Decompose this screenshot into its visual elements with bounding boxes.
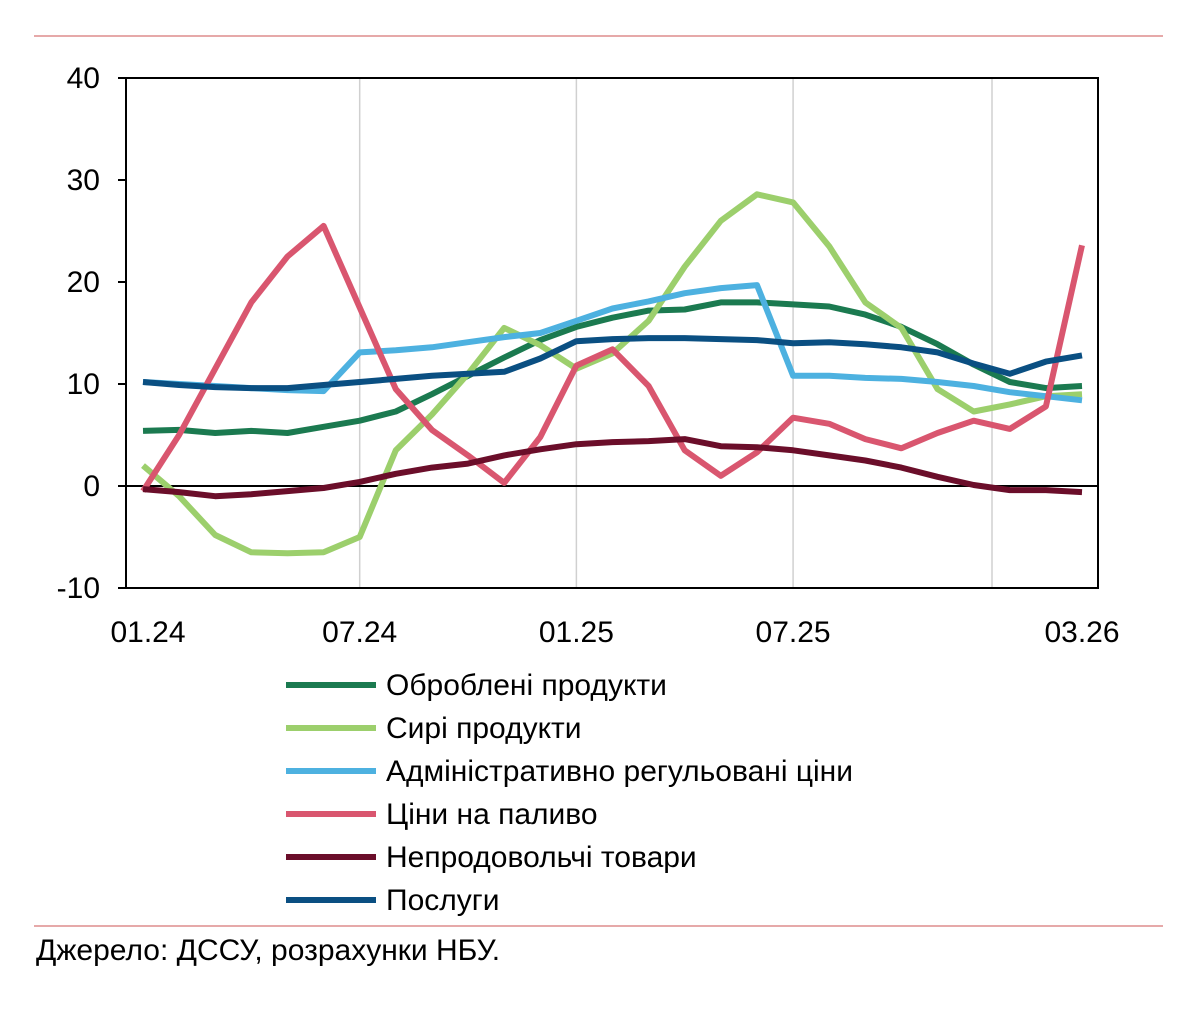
- series-line: [142, 282, 1083, 404]
- y-tick-label: 0: [83, 470, 100, 503]
- y-tick-label: 30: [67, 164, 100, 197]
- series-line: [142, 436, 1083, 500]
- y-tick-label: -10: [57, 572, 100, 605]
- x-tick-label: 03.26: [1044, 616, 1119, 649]
- y-tick-label: 20: [67, 266, 100, 299]
- x-tick-label: 07.24: [322, 616, 397, 649]
- series-lines: [140, 191, 1085, 557]
- y-axis-ticks: -10 0 10 20 30 40: [57, 62, 126, 605]
- legend: Оброблені продукти Сирі продукти Адміністр…: [286, 669, 853, 917]
- legend-label: Сирі продукти: [386, 712, 582, 745]
- grid-lines: [358, 78, 993, 588]
- series-line: [140, 222, 1085, 493]
- series-line: [141, 191, 1083, 557]
- plot-area: [125, 77, 1099, 589]
- series-line: [142, 335, 1083, 392]
- legend-label: Ціни на паливо: [386, 798, 598, 831]
- legend-label: Непродовольчі товари: [386, 841, 697, 874]
- source-note: Джерело: ДССУ, розрахунки НБУ.: [36, 934, 501, 967]
- y-tick-label: 10: [67, 368, 100, 401]
- y-tick-label: 40: [67, 62, 100, 95]
- legend-label: Послуги: [386, 884, 499, 917]
- x-tick-label: 07.25: [756, 616, 831, 649]
- legend-label: Адміністративно регульовані ціни: [386, 755, 853, 788]
- x-tick-label: 01.24: [110, 616, 185, 649]
- plot-frame: [125, 77, 1099, 589]
- x-tick-label: 01.25: [539, 616, 614, 649]
- series-line: [142, 299, 1083, 436]
- x-axis-ticks: 01.24 07.24 01.25 07.25 03.26: [110, 616, 1119, 649]
- legend-label: Оброблені продукти: [386, 669, 667, 702]
